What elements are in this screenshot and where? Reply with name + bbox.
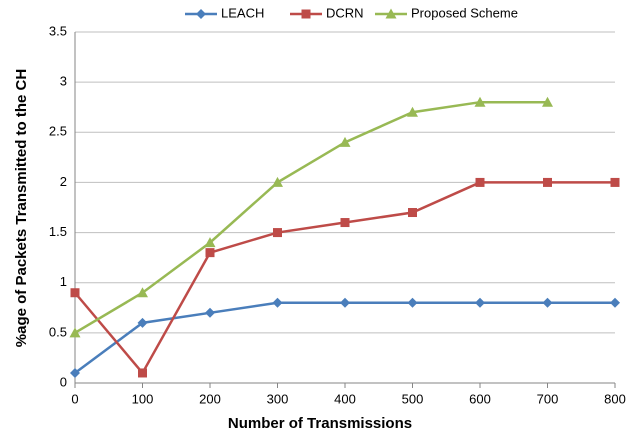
data-point [543, 177, 552, 187]
series-line [74, 301, 615, 374]
x-tick-label: 300 [267, 391, 289, 406]
data-point [407, 106, 418, 117]
data-point [70, 367, 80, 378]
data-point [474, 96, 486, 107]
data-point [340, 297, 350, 308]
data-point [272, 176, 283, 187]
data-point [137, 287, 148, 298]
data-point [542, 297, 553, 308]
y-tick-label: 0.5 [49, 324, 67, 339]
data-point [339, 136, 351, 147]
x-tick-label: 0 [71, 391, 78, 406]
data-point [70, 288, 80, 298]
x-axis-label: Number of Transmissions [228, 415, 412, 432]
series-line [74, 181, 615, 376]
x-tick-label: 500 [402, 391, 424, 406]
x-tick-label: 100 [132, 391, 154, 406]
data-point [340, 218, 350, 228]
y-tick-label: 1.5 [49, 224, 67, 239]
data-point [273, 228, 282, 238]
data-point [407, 297, 418, 308]
y-tick-label: 1 [60, 274, 67, 289]
data-point [205, 307, 215, 318]
data-point [205, 248, 215, 258]
data-point [69, 327, 81, 338]
data-point [138, 368, 147, 378]
x-tick-label: 700 [537, 391, 559, 406]
data-point [408, 208, 417, 218]
data-point [475, 177, 485, 187]
y-axis-label: %age of Packets Transmitted to the CH [13, 69, 30, 347]
legend-marker [196, 9, 206, 19]
data-point [272, 297, 283, 308]
y-tick-label: 2 [60, 174, 67, 189]
data-point [610, 297, 620, 308]
y-tick-label: 2.5 [49, 124, 67, 139]
data-point [475, 297, 485, 308]
data-point [137, 317, 148, 328]
legend-label: DCRN [326, 5, 364, 20]
data-point [542, 96, 553, 107]
y-tick-label: 3.5 [49, 23, 67, 38]
data-point [204, 237, 216, 248]
legend-marker [301, 9, 311, 19]
y-tick-label: 3 [60, 74, 67, 89]
x-tick-label: 200 [199, 391, 221, 406]
x-tick-label: 600 [469, 391, 491, 406]
legend-label: Proposed Scheme [411, 5, 518, 20]
legend-marker [385, 8, 397, 19]
series-line [74, 100, 548, 334]
y-tick-label: 0 [60, 374, 67, 389]
x-tick-label: 800 [604, 391, 626, 406]
x-tick-label: 400 [334, 391, 356, 406]
data-point [610, 177, 620, 187]
legend-label: LEACH [221, 5, 264, 20]
